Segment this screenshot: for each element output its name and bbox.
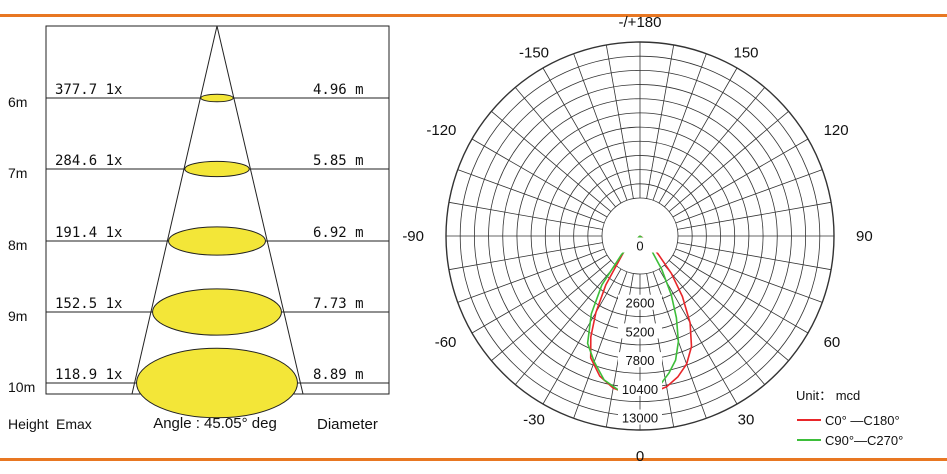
polar-spoke [677, 242, 832, 271]
emax-value: 152.5 1x [55, 296, 122, 312]
beam-spot [152, 288, 282, 336]
polar-spoke [675, 248, 823, 303]
height-label: 6m [8, 94, 27, 110]
polar-spoke [652, 271, 707, 419]
emax-footer-label: Emax [56, 416, 92, 432]
angle-tick-label: -/+180 [619, 14, 662, 31]
polar-spoke [664, 264, 766, 385]
height-label: 10m [8, 379, 35, 395]
polar-spoke [448, 201, 603, 230]
radial-tick-bg [618, 294, 662, 310]
radial-tick-label: 2600 [626, 296, 655, 311]
polar-spoke [514, 87, 616, 208]
diameter-value: 8.89 m [313, 367, 364, 383]
beam-cone-left-edge [131, 25, 218, 395]
radial-tick-bg [618, 323, 662, 339]
angle-tick-label: 30 [738, 412, 755, 429]
polar-spoke [605, 44, 634, 199]
legend: Unit： mcd C0° —C180° C90°—C270° [796, 388, 903, 448]
polar-spoke [542, 67, 622, 204]
diameter-footer-label: Diameter [317, 416, 378, 433]
polar-spoke [675, 169, 823, 224]
polar-spoke [573, 53, 628, 201]
radial-tick-label: 7800 [626, 353, 655, 368]
diameter-value: 4.96 m [313, 82, 364, 98]
emax-value: 284.6 1x [55, 153, 122, 169]
height-footer-label: Height [8, 416, 49, 432]
polar-spoke [672, 254, 809, 334]
radial-tick-label: 5200 [626, 324, 655, 339]
height-label: 8m [8, 237, 27, 253]
radial-tick-label: 13000 [622, 411, 658, 426]
angle-tick-label: -90 [402, 228, 424, 245]
beam-cone-right-edge [216, 25, 304, 395]
polar-spoke [677, 201, 832, 230]
beam-spot [184, 160, 250, 178]
height-label: 7m [8, 165, 27, 181]
bottom-rule [0, 458, 947, 461]
beam-table: 6m 377.7 1x 4.96 m 7m 284.6 1x 5.85 m 8m 191.4 … [8, 25, 390, 433]
polar-spoke [471, 138, 608, 218]
angle-tick-label: 120 [824, 122, 849, 139]
angle-tick-label: -150 [519, 44, 549, 61]
diameter-value: 7.73 m [313, 296, 364, 312]
emax-value: 118.9 1x [55, 367, 122, 383]
polar-spoke [658, 67, 738, 204]
legend-c90-label: C90°—C270° [825, 433, 903, 448]
diameter-value: 6.92 m [313, 225, 364, 241]
radial-tick-bg [618, 237, 662, 253]
angle-label: Angle : 45.05° deg [153, 415, 277, 432]
polar-spoke [457, 169, 605, 224]
legend-c0-label: C0° —C180° [825, 413, 900, 428]
polar-spoke [664, 87, 766, 208]
angle-tick-label: -30 [523, 412, 545, 429]
diameter-value: 5.85 m [313, 153, 364, 169]
polar-spoke [573, 271, 628, 419]
polar-spoke [652, 53, 707, 201]
beam-spot [136, 347, 298, 419]
polar-spoke [658, 268, 738, 405]
c90-c270-curve [586, 235, 680, 395]
polar-spoke [668, 260, 789, 362]
beam-spot [168, 226, 266, 256]
emax-value: 377.7 1x [55, 82, 122, 98]
angle-tick-label: -60 [435, 334, 457, 351]
polar-spoke [514, 264, 616, 385]
polar-spoke [448, 242, 603, 271]
top-rule [0, 14, 947, 17]
unit-label: Unit： mcd [796, 388, 860, 403]
angle-tick-label: 150 [733, 44, 758, 61]
polar-spoke [646, 44, 675, 199]
polar-spoke [542, 268, 622, 405]
angle-tick-label: -120 [426, 122, 456, 139]
polar-spoke [491, 110, 612, 212]
radial-tick-bg [618, 409, 662, 425]
polar-spoke [491, 260, 612, 362]
polar-spoke [668, 110, 789, 212]
emax-value: 191.4 1x [55, 225, 122, 241]
angle-tick-label: 60 [824, 334, 841, 351]
polar-spoke [471, 254, 608, 334]
beam-spot [200, 93, 234, 103]
radial-tick-bg [618, 352, 662, 368]
radial-tick-bg [618, 380, 662, 396]
radial-tick-label: 0 [636, 239, 643, 254]
polar-diagram: 0 30 60 90 120 150 -/+180 -150 -120 -90 -60 -30 0 260… [402, 14, 872, 465]
radial-tick-label: 10400 [622, 382, 658, 397]
height-label: 9m [8, 308, 27, 324]
polar-spoke [457, 248, 605, 303]
polar-spoke [672, 138, 809, 218]
angle-tick-label: 90 [856, 228, 873, 245]
angle-tick-label: 0 [636, 448, 644, 465]
